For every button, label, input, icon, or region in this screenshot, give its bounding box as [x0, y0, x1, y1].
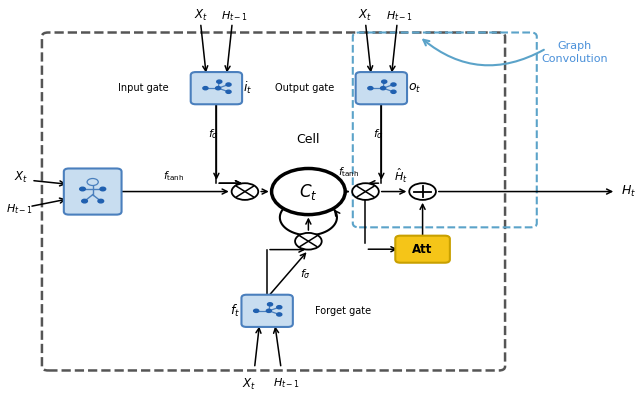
- FancyBboxPatch shape: [64, 168, 122, 215]
- Text: $\hat{H}_t$: $\hat{H}_t$: [394, 166, 407, 185]
- Circle shape: [253, 309, 259, 312]
- Circle shape: [80, 187, 85, 191]
- FancyBboxPatch shape: [356, 72, 407, 104]
- Circle shape: [368, 87, 373, 90]
- Circle shape: [203, 87, 208, 90]
- Text: $H_{t-1}$: $H_{t-1}$: [273, 376, 300, 390]
- Text: $f_{\rm tanh}$: $f_{\rm tanh}$: [338, 165, 360, 179]
- Circle shape: [98, 200, 104, 203]
- Circle shape: [381, 87, 386, 90]
- Circle shape: [216, 87, 221, 90]
- FancyBboxPatch shape: [191, 72, 242, 104]
- Text: $f_{\rm tanh}$: $f_{\rm tanh}$: [163, 169, 185, 183]
- Text: $f_\sigma$: $f_\sigma$: [372, 127, 384, 141]
- Text: Cell: Cell: [296, 133, 320, 146]
- Circle shape: [276, 313, 282, 316]
- Circle shape: [232, 183, 259, 200]
- Text: $X_t$: $X_t$: [193, 8, 207, 23]
- Circle shape: [391, 83, 396, 86]
- Text: $H_{t-1}$: $H_{t-1}$: [221, 9, 248, 23]
- FancyBboxPatch shape: [396, 236, 450, 263]
- Circle shape: [352, 183, 379, 200]
- Circle shape: [295, 233, 322, 250]
- Circle shape: [268, 303, 273, 306]
- Text: $C_t$: $C_t$: [299, 182, 317, 201]
- Circle shape: [217, 80, 222, 83]
- Circle shape: [409, 183, 436, 200]
- Circle shape: [87, 178, 99, 186]
- Text: $X_t$: $X_t$: [358, 8, 372, 23]
- Circle shape: [391, 90, 396, 93]
- Text: Att: Att: [412, 243, 433, 256]
- Circle shape: [381, 80, 387, 83]
- Text: Graph
Convolution: Graph Convolution: [541, 41, 608, 64]
- Text: $o_t$: $o_t$: [408, 82, 421, 95]
- Text: $H_t$: $H_t$: [621, 184, 636, 199]
- Circle shape: [82, 200, 88, 203]
- Circle shape: [266, 309, 271, 312]
- Text: $X_t$: $X_t$: [14, 170, 28, 185]
- Text: Input gate: Input gate: [118, 83, 169, 93]
- Circle shape: [226, 83, 231, 86]
- FancyBboxPatch shape: [241, 295, 293, 327]
- Circle shape: [276, 306, 282, 309]
- Text: $H_{t-1}$: $H_{t-1}$: [6, 203, 33, 216]
- Text: $f_t$: $f_t$: [230, 303, 241, 319]
- Text: $H_{t-1}$: $H_{t-1}$: [385, 9, 413, 23]
- Circle shape: [271, 168, 345, 215]
- Text: $f_\sigma$: $f_\sigma$: [300, 267, 311, 281]
- Circle shape: [226, 90, 231, 93]
- Text: $f_\sigma$: $f_\sigma$: [208, 127, 219, 141]
- Text: $X_t$: $X_t$: [243, 376, 257, 391]
- Text: Output gate: Output gate: [275, 83, 334, 93]
- Text: Forget gate: Forget gate: [315, 306, 371, 316]
- Text: $i_t$: $i_t$: [243, 80, 252, 96]
- Circle shape: [100, 187, 106, 191]
